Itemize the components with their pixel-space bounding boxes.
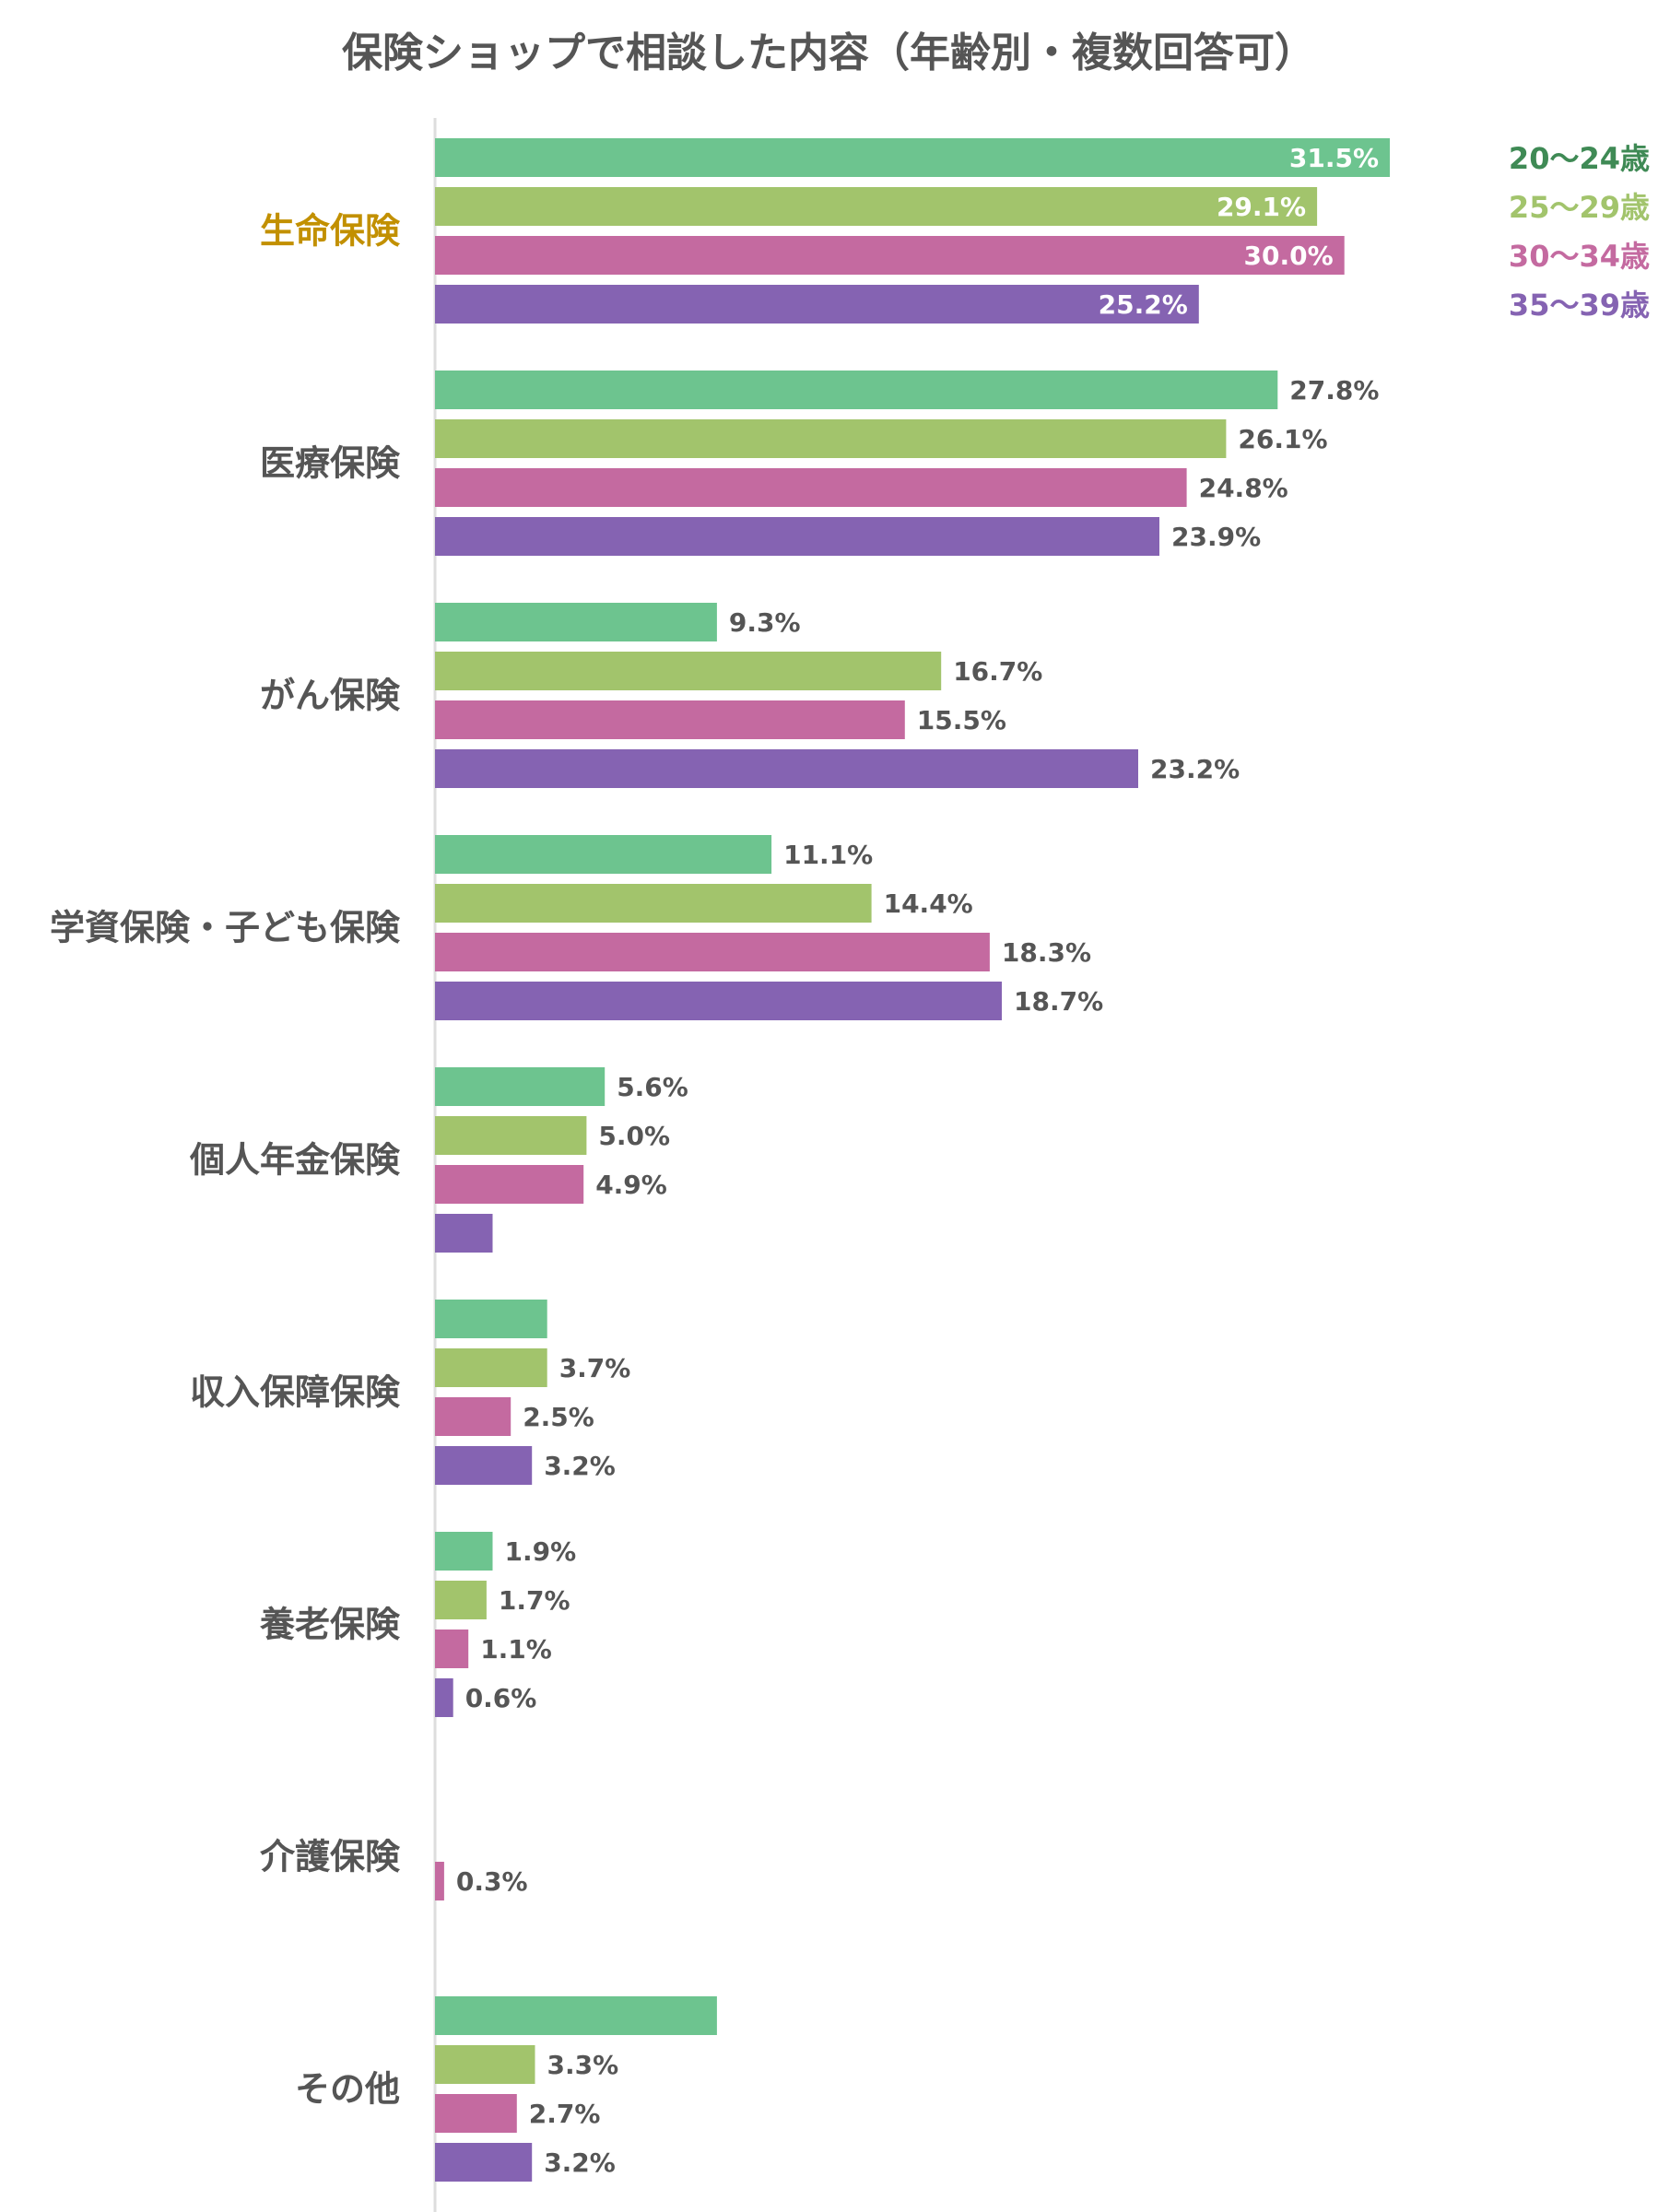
bar <box>435 285 1199 324</box>
category-label: 収入保障保険 <box>190 1372 401 1413</box>
data-label: 1.1% <box>480 1634 552 1665</box>
category-label: その他 <box>295 2069 400 2110</box>
data-label: 30.0% <box>1244 241 1334 271</box>
data-label: 2.5% <box>523 1402 594 1432</box>
category-labels: 生命保険医療保険がん保険学資保険・子ども保険個人年金保険収入保障保険養老保険介護… <box>50 211 401 2110</box>
data-label: 1.9% <box>505 1536 577 1567</box>
bar <box>435 603 717 641</box>
data-label: 4.9% <box>595 1170 667 1200</box>
bar <box>435 138 1390 177</box>
category-label: 個人年金保険 <box>189 1140 401 1181</box>
bar <box>435 1348 547 1387</box>
bar <box>435 2094 517 2133</box>
data-label: 1.7% <box>499 1585 570 1616</box>
bar <box>435 1116 587 1155</box>
data-label: 5.6% <box>617 1072 688 1102</box>
bar <box>435 1532 493 1571</box>
category-label: 学資保険・子ども保険 <box>50 908 401 948</box>
data-label: 24.8% <box>1199 473 1288 503</box>
bar <box>435 1678 453 1717</box>
data-label: 0.3% <box>456 1866 528 1897</box>
data-label: 14.4% <box>884 888 973 919</box>
data-label: 29.1% <box>1217 192 1306 222</box>
bar <box>435 835 772 874</box>
bar <box>435 371 1278 409</box>
category-label: がん保険 <box>260 676 401 716</box>
legend-entry: 20～24歳 <box>1509 141 1650 176</box>
bar <box>435 2045 535 2084</box>
legend-entry: 30～34歳 <box>1509 239 1650 274</box>
bar <box>435 1630 469 1668</box>
data-label: 11.1% <box>783 840 873 870</box>
category-label: 医療保険 <box>260 443 401 484</box>
bar <box>435 700 905 739</box>
bar <box>435 1214 493 1253</box>
bar <box>435 884 872 923</box>
data-label: 18.3% <box>1002 937 1091 968</box>
data-label: 2.7% <box>529 2099 601 2129</box>
legend-entry: 25～29歳 <box>1509 190 1650 225</box>
chart-title: 保険ショップで相談した内容（年齢別・複数回答可） <box>342 29 1315 76</box>
bar <box>435 236 1345 275</box>
data-label: 23.2% <box>1150 754 1240 784</box>
data-label: 15.5% <box>917 705 1006 735</box>
data-label: 26.1% <box>1238 424 1327 454</box>
data-label: 3.7% <box>559 1353 631 1383</box>
legend-entry: 35～39歳 <box>1509 288 1650 323</box>
bar <box>435 1581 487 1619</box>
bar <box>435 1996 717 2035</box>
bar <box>435 2143 533 2182</box>
bar <box>435 1862 444 1900</box>
bar <box>435 1397 512 1436</box>
bar <box>435 1300 547 1338</box>
data-label: 18.7% <box>1014 986 1103 1017</box>
data-label: 16.7% <box>953 656 1042 687</box>
legend: 20～24歳 25～29歳 30～34歳 35～39歳 <box>1509 141 1650 323</box>
data-label: 3.2% <box>544 2147 616 2178</box>
value-labels: 31.5% 29.1% 30.0% 25.2% 27.8% 26.1% 24.8% 23.9%… <box>456 143 1380 2178</box>
data-label: 23.9% <box>1171 522 1261 552</box>
bar <box>435 982 1002 1020</box>
data-label: 9.3% <box>729 607 801 638</box>
bar <box>435 517 1159 556</box>
category-label: 生命保険 <box>260 211 401 252</box>
bar <box>435 1165 584 1204</box>
data-label: 3.2% <box>544 1451 616 1481</box>
bar <box>435 933 990 971</box>
category-label: 介護保険 <box>260 1837 401 1877</box>
data-label: 3.3% <box>547 2050 619 2080</box>
data-label: 25.2% <box>1099 289 1188 320</box>
data-label: 5.0% <box>598 1121 670 1151</box>
bar <box>435 1067 606 1106</box>
bar <box>435 652 942 690</box>
bar <box>435 187 1318 226</box>
bar <box>435 419 1227 458</box>
bar <box>435 749 1138 788</box>
bars <box>435 138 1390 2182</box>
category-label: 養老保険 <box>260 1605 401 1645</box>
data-label: 31.5% <box>1289 143 1379 173</box>
data-label: 0.6% <box>465 1683 537 1713</box>
bar <box>435 468 1187 507</box>
bar <box>435 1446 533 1485</box>
data-label: 27.8% <box>1289 375 1379 406</box>
